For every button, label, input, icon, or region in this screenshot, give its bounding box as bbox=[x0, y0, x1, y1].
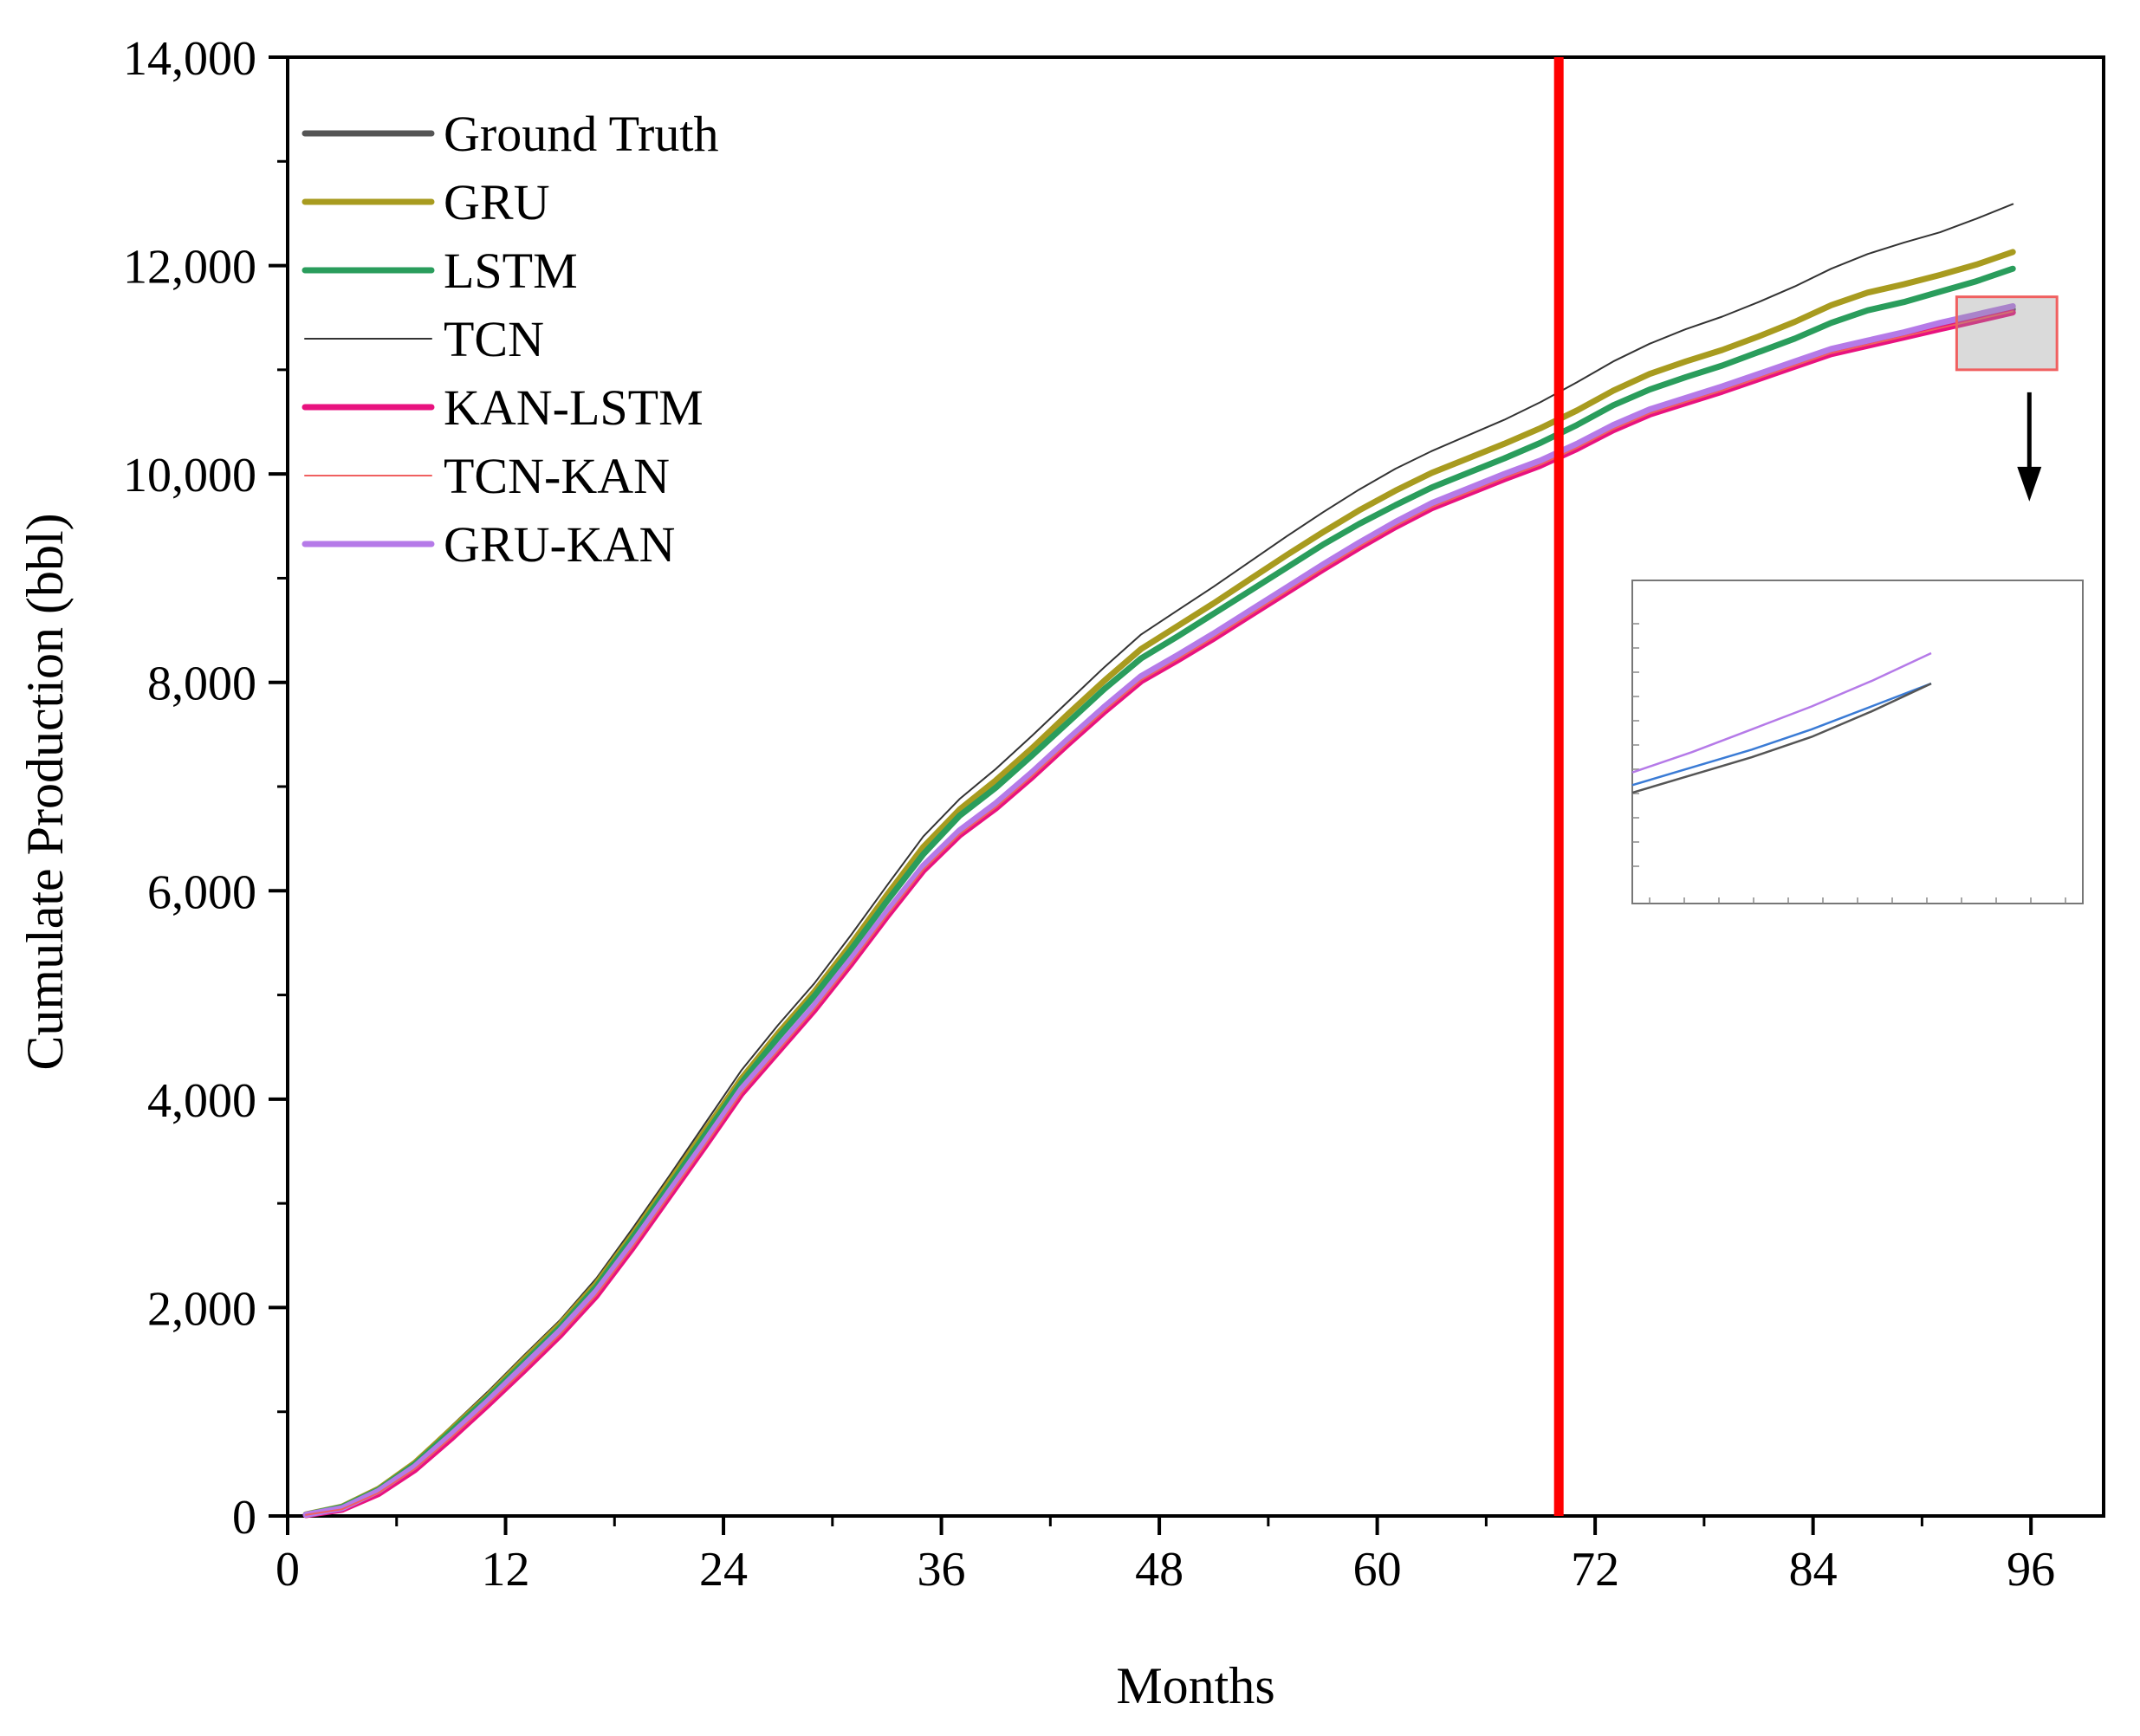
x-tick-label: 72 bbox=[1571, 1543, 1619, 1597]
x-tick-label: 84 bbox=[1789, 1543, 1838, 1597]
overlay-layer bbox=[1553, 57, 2059, 1516]
zoom-inset bbox=[1631, 580, 2084, 904]
zoom-arrow-head bbox=[2017, 466, 2042, 502]
y-tick-label: 4,000 bbox=[147, 1074, 256, 1128]
x-axis-title: Months bbox=[1116, 1657, 1274, 1714]
x-tick-label: 24 bbox=[699, 1543, 748, 1597]
series-line-tcn-kan bbox=[305, 310, 2014, 1516]
inset-line-gru-kan bbox=[1631, 651, 1932, 774]
y-tick-label: 8,000 bbox=[147, 657, 256, 711]
y-tick-label: 6,000 bbox=[147, 865, 256, 919]
legend: Ground Truth GRU LSTM TCN KAN-LSTM TCN-KAN GRU… bbox=[302, 106, 718, 573]
legend-label: TCN-KAN bbox=[444, 448, 670, 504]
series-line-gru-kan bbox=[302, 303, 2016, 1519]
y-tick-label: 14,000 bbox=[123, 32, 256, 86]
axes-layer: 0 12 24 36 48 60 72 84 96 0 2,000 4,000 6,000 8,000 10… bbox=[123, 32, 2105, 1597]
zoom-region-box bbox=[1955, 295, 2059, 372]
y-tick-label: 12,000 bbox=[123, 241, 256, 295]
legend-label: GRU bbox=[444, 174, 549, 230]
series-layer bbox=[302, 203, 2016, 1519]
y-tick-label: 0 bbox=[232, 1491, 256, 1545]
x-tick-label: 60 bbox=[1353, 1543, 1402, 1597]
x-tick-label: 36 bbox=[918, 1543, 966, 1597]
inset-frame bbox=[1631, 580, 2084, 904]
y-tick-label: 2,000 bbox=[147, 1282, 256, 1336]
x-tick-label: 12 bbox=[482, 1543, 530, 1597]
legend-label: Ground Truth bbox=[444, 106, 718, 162]
legend-label: GRU-KAN bbox=[444, 516, 675, 573]
x-tick-label: 96 bbox=[2007, 1543, 2055, 1597]
legend-label: KAN-LSTM bbox=[444, 379, 704, 436]
inset-line-tcn-kan bbox=[1631, 682, 1932, 787]
x-tick-label: 0 bbox=[276, 1543, 300, 1597]
series-line-tcn bbox=[305, 203, 2014, 1515]
legend-label: LSTM bbox=[444, 243, 578, 299]
y-axis-title: Cumulate Production (bbl) bbox=[16, 513, 74, 1070]
inset-line-ground-truth bbox=[1631, 682, 1932, 794]
legend-label: TCN bbox=[444, 311, 544, 367]
y-tick-label: 10,000 bbox=[123, 449, 256, 502]
x-tick-label: 48 bbox=[1135, 1543, 1183, 1597]
